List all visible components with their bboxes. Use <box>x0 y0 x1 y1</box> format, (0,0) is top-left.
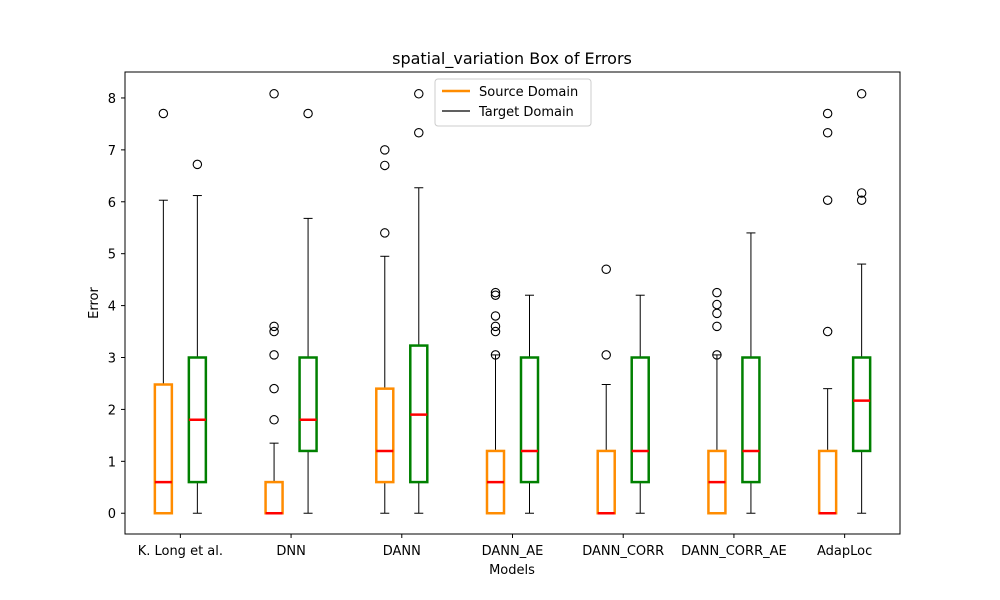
x-tick-label: DANN_CORR <box>582 544 664 559</box>
box-target <box>187 159 208 514</box>
iqr-box <box>817 449 838 515</box>
outlier-point <box>192 159 203 170</box>
legend-label-source: Source Domain <box>479 85 578 100</box>
box-source <box>817 108 838 515</box>
y-tick-label: 8 <box>108 92 116 107</box>
outlier-point <box>414 127 424 138</box>
outlier-point <box>269 89 279 99</box>
outlier-point <box>490 321 501 332</box>
outlier-point <box>822 195 833 205</box>
outlier-point <box>490 287 501 298</box>
x-tick-label: DANN_AE <box>482 544 544 559</box>
y-tick-label: 1 <box>108 455 116 470</box>
outlier-point <box>856 195 867 205</box>
box-source <box>375 145 395 514</box>
outlier-point <box>158 108 169 119</box>
y-axis: 0 1 2 3 4 5 6 7 8 <box>108 92 125 522</box>
y-tick-label: 7 <box>108 144 116 159</box>
box-source <box>485 287 506 515</box>
outlier-point <box>712 321 722 332</box>
outlier-point <box>601 350 611 360</box>
box-target <box>630 294 650 514</box>
outlier-point <box>303 108 313 119</box>
legend-frame <box>434 78 592 127</box>
legend-label-target: Target Domain <box>478 105 574 120</box>
box-target <box>851 89 872 514</box>
legend: Source Domain Target Domain <box>434 78 592 127</box>
y-tick-label: 4 <box>108 300 116 315</box>
iqr-box <box>375 387 395 484</box>
outlier-point <box>414 89 424 99</box>
outlier-point <box>601 264 611 275</box>
x-axis-title: Models <box>489 563 535 578</box>
iqr-box <box>630 356 650 484</box>
outlier-point <box>269 321 279 332</box>
iqr-box <box>741 356 761 484</box>
outlier-point <box>712 308 722 319</box>
box-source <box>596 264 616 515</box>
outlier-point <box>822 127 833 138</box>
box-source <box>707 287 727 515</box>
iqr-box <box>298 356 318 453</box>
iqr-box <box>153 383 174 515</box>
outlier-point <box>822 108 833 119</box>
outlier-point <box>712 299 722 310</box>
outlier-point <box>856 89 867 99</box>
y-tick-label: 2 <box>108 403 116 418</box>
box-target <box>519 294 540 514</box>
outlier-point <box>712 287 722 298</box>
y-tick-label: 6 <box>108 196 116 211</box>
outlier-point <box>490 350 501 360</box>
box-target <box>741 232 761 514</box>
outlier-point <box>712 350 722 360</box>
y-tick-label: 0 <box>108 507 116 522</box>
outlier-point <box>856 188 867 198</box>
y-axis-title: Error <box>87 287 102 319</box>
iqr-box <box>596 449 616 515</box>
box-target <box>298 108 318 514</box>
outlier-point <box>380 160 390 171</box>
outlier-point <box>490 326 501 337</box>
plot-frame <box>124 71 901 535</box>
outlier-point <box>490 311 501 321</box>
box-target <box>409 89 429 514</box>
x-tick-label: DNN <box>276 544 305 559</box>
iqr-box <box>851 356 872 453</box>
outlier-point <box>269 383 279 394</box>
x-tick-label: AdapLoc <box>817 544 872 559</box>
outlier-point <box>490 290 501 300</box>
y-tick-label: 5 <box>108 248 116 263</box>
box-source <box>153 108 174 515</box>
outlier-point <box>269 326 279 337</box>
x-tick-label: K. Long et al. <box>138 544 223 559</box>
outlier-point <box>269 350 279 360</box>
y-tick-label: 3 <box>108 352 116 367</box>
chart-title: spatial_variation Box of Errors <box>392 49 632 69</box>
outlier-point <box>822 326 833 337</box>
x-axis: K. Long et al. DNN DANN DANN_AE DANN_CORR DAN… <box>138 534 872 559</box>
iqr-box <box>519 356 540 484</box>
outlier-point <box>269 415 279 425</box>
outlier-point <box>380 145 390 155</box>
x-tick-label: DANN <box>383 544 421 559</box>
box-source <box>264 89 284 515</box>
iqr-box <box>264 480 284 515</box>
outlier-point <box>380 228 390 238</box>
plot-area <box>153 89 872 515</box>
x-tick-label: DANN_CORR_AE <box>681 544 787 559</box>
